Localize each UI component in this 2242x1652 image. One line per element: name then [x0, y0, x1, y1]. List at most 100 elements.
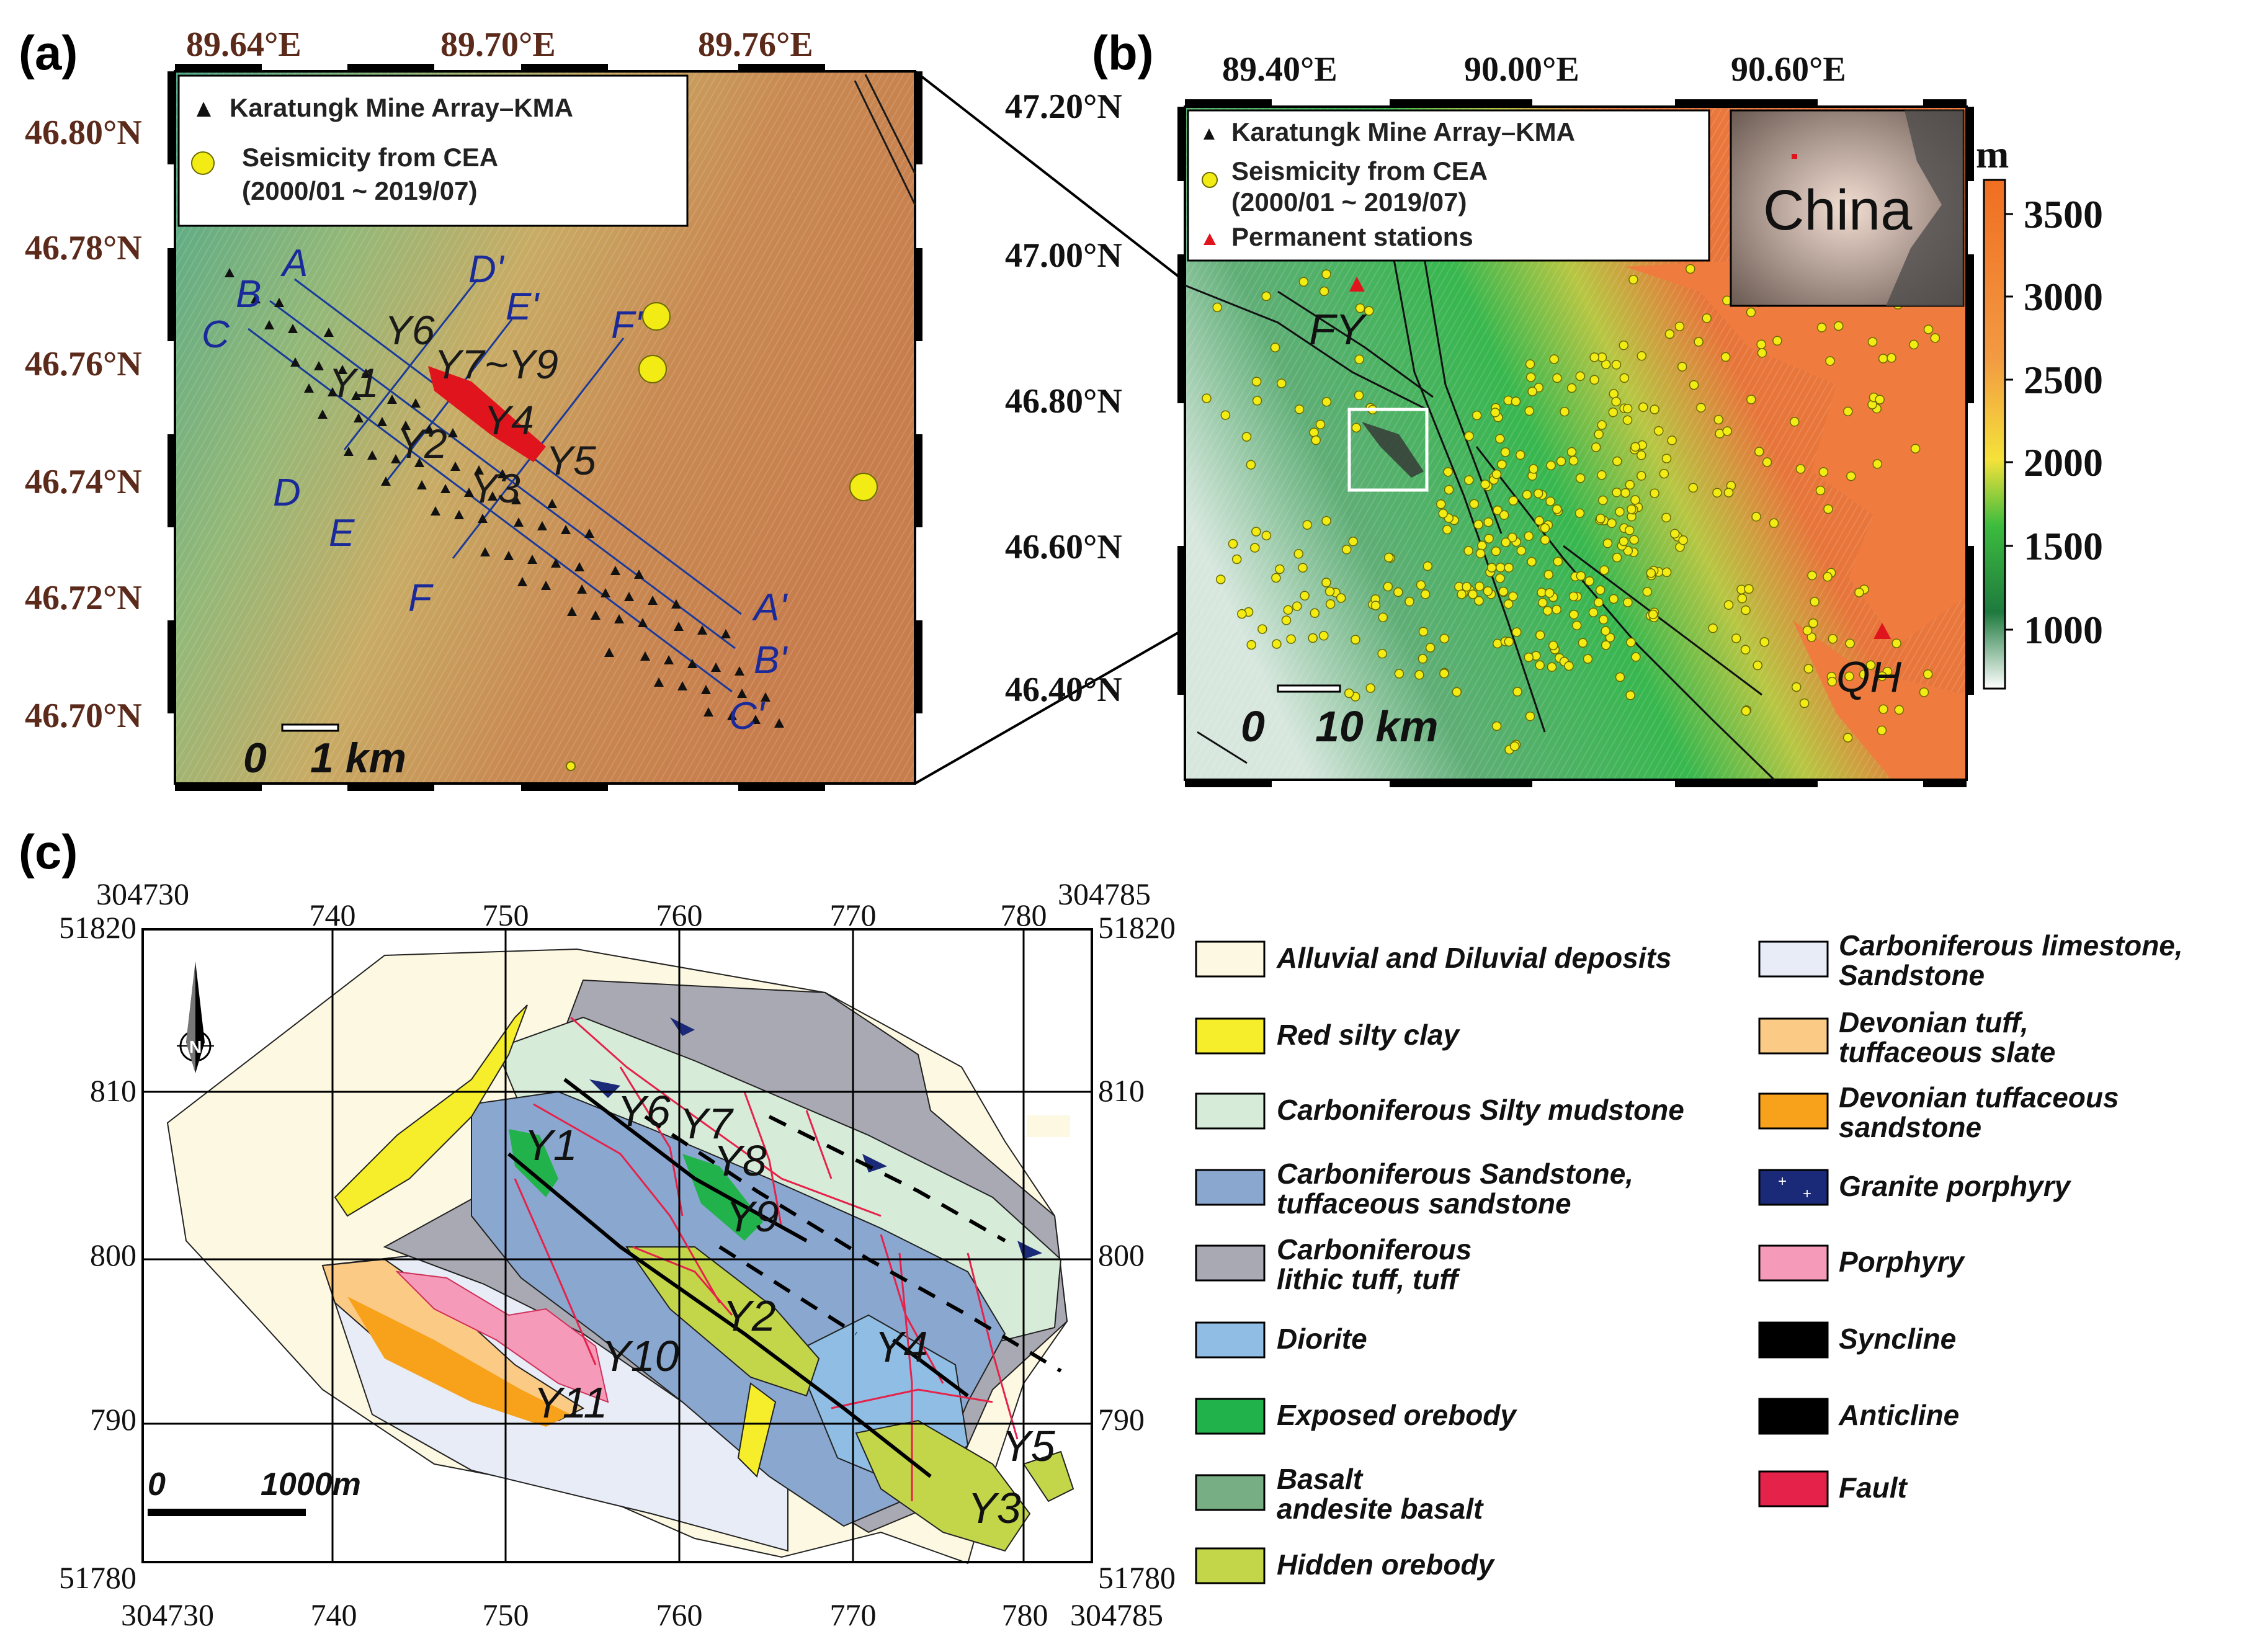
seismic-event [1568, 455, 1579, 466]
panel-a-kma-stations [225, 268, 784, 728]
seismic-event [1540, 523, 1550, 533]
seismic-event [1875, 395, 1885, 404]
kma-station-triangle [511, 495, 521, 504]
seismic-event [1754, 447, 1764, 457]
seismic-event [1257, 624, 1267, 634]
seismic-event [1436, 499, 1446, 509]
unit-red-silty-clay [737, 1382, 777, 1478]
seismic-event [1527, 556, 1537, 567]
seismic-event [1669, 529, 1680, 539]
seismic-event [1803, 664, 1814, 674]
legend-swatch [1195, 1017, 1266, 1055]
seismic-event [1383, 581, 1393, 592]
seismic-event [1624, 525, 1635, 535]
seismic-event [1444, 484, 1454, 495]
seismic-event [1661, 567, 1672, 578]
seismic-event [1524, 406, 1534, 416]
seismic-event [1552, 373, 1562, 383]
kma-station-triangle [504, 551, 514, 560]
panel-a-scale-zero: 0 [243, 734, 267, 782]
seismic-event [1215, 574, 1226, 584]
orebody-label-y7-y9: Y7~Y9 [434, 341, 558, 387]
seismic-event [1659, 468, 1669, 479]
seismic-event [1591, 442, 1601, 452]
unit-red-silty-clay [334, 1004, 528, 1217]
seismic-event [1475, 548, 1486, 559]
seismic-event [1308, 633, 1318, 643]
seismic-event [1420, 589, 1431, 599]
seismic-event [1620, 488, 1630, 498]
seismic-event [1212, 302, 1222, 313]
seismic-event [1457, 589, 1467, 599]
panel-b-kma-cluster [1362, 422, 1424, 478]
seismic-event [1283, 605, 1293, 615]
seismic-event [1664, 329, 1675, 339]
colorbar-tick-label: 1500 [2024, 524, 2103, 568]
seismic-event [1439, 668, 1449, 679]
seismic-event [1393, 587, 1403, 597]
seismic-event [1637, 350, 1647, 361]
orebody-label-y1: Y1 [329, 360, 379, 406]
unit-exposed-orebody [682, 1154, 763, 1241]
seismic-event [1383, 552, 1394, 563]
panel-b-seismicity [1202, 264, 1941, 755]
legend-label: Carboniferous [1277, 1233, 1472, 1266]
seismic-event [1261, 291, 1271, 301]
legend-label: Exposed orebody [1277, 1399, 1517, 1431]
colorbar-ticks: 3500 3000 2500 2000 1500 1000 [2005, 192, 2103, 652]
profile-label-d: D [273, 471, 301, 514]
kma-station-triangle [464, 488, 474, 497]
seismic-event [1808, 618, 1818, 628]
anticline-lines [507, 1078, 969, 1478]
kma-station-triangle [574, 562, 584, 571]
seismic-event [1818, 467, 1829, 477]
panel-c-x-label: 304785 [1058, 877, 1151, 911]
seismic-event [1584, 576, 1594, 586]
kma-station-triangle [351, 391, 361, 400]
seismic-event [1405, 597, 1414, 607]
seismic-event [1535, 630, 1545, 640]
kma-station-triangle [488, 491, 498, 501]
panel-a-lat-label: 46.70°N [25, 697, 142, 735]
kma-station-triangle [527, 555, 537, 564]
panel-b-lon-label: 90.60°E [1731, 50, 1846, 89]
seismic-event [1594, 597, 1604, 607]
panel-c-x-label: 304730 [96, 877, 189, 911]
seismic-event [1827, 677, 1838, 687]
panel-c-y-label: 51820 [59, 910, 136, 945]
legend-label: Syncline [1839, 1323, 1956, 1355]
kma-station-triangle [324, 328, 334, 337]
kma-station-triangle [701, 685, 711, 694]
seismic-event [1443, 467, 1453, 477]
seismic-event [1370, 601, 1381, 610]
seismic-event [1859, 669, 1869, 680]
seismic-event [1825, 356, 1835, 366]
seismic-event [1723, 488, 1734, 498]
seismic-event [1463, 546, 1473, 556]
panel-a-orebody-zone [428, 366, 546, 462]
profile-label-a: A [280, 242, 308, 285]
seismic-event [1464, 475, 1474, 485]
orebody-label-y6: Y6 [617, 1087, 671, 1135]
kma-station-triangle [498, 469, 507, 478]
panel-c-x-label: 780 [1001, 898, 1047, 932]
kma-station-triangle [640, 651, 650, 661]
panel-c-x-label: 740 [311, 1597, 357, 1632]
seismic-event [1629, 535, 1639, 545]
seismic-event [1661, 453, 1672, 463]
panel-a-lon-label: 89.64°E [186, 25, 301, 64]
kma-station-triangle [290, 357, 300, 367]
seismic-event [1708, 623, 1718, 633]
unit-porphyry [395, 1270, 609, 1403]
triangle-icon [1204, 233, 1216, 245]
seismic-event [1545, 496, 1555, 506]
panel-b-scale-zero: 0 [1241, 702, 1265, 751]
seismic-event [1688, 483, 1699, 493]
seismic-event [1422, 561, 1433, 571]
panel-c-y-label: 800 [90, 1238, 136, 1272]
seismic-event [1425, 643, 1436, 653]
profile-label-b: B [236, 273, 261, 316]
seismic-event [1597, 420, 1607, 430]
panel-b-inset-ocean [1886, 110, 1963, 306]
seismic-event [1252, 396, 1262, 406]
